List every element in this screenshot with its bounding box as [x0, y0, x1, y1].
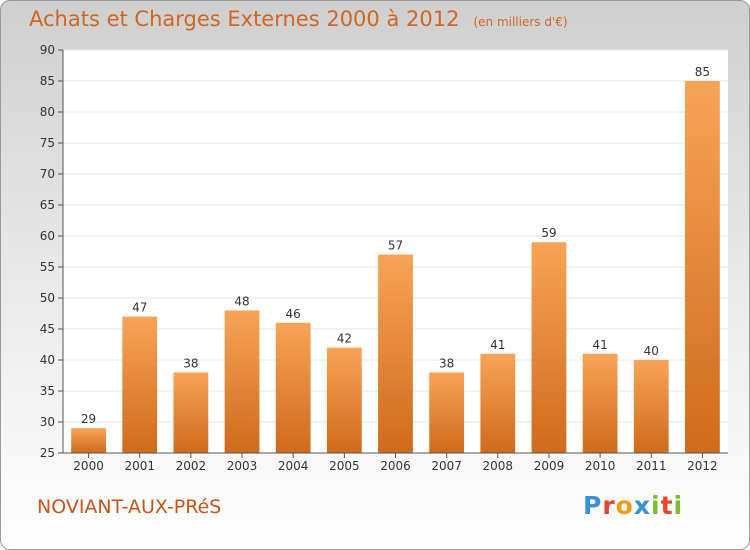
bar-value-label: 41	[592, 338, 607, 352]
bar-value-label: 48	[234, 294, 249, 308]
bar	[429, 372, 465, 453]
bar-value-label: 29	[81, 412, 96, 426]
logo-letter: i	[651, 491, 661, 520]
y-tick-label: 90	[40, 43, 55, 57]
bar	[71, 428, 106, 453]
chart-title: Achats et Charges Externes 2000 à 2012	[29, 7, 460, 31]
x-tick-label: 2000	[73, 459, 104, 473]
bar	[582, 353, 618, 453]
proxiti-logo: Proxiti	[583, 491, 683, 520]
bar	[122, 316, 158, 453]
bar-value-label: 59	[541, 226, 556, 240]
bar	[326, 347, 362, 453]
x-tick-label: 2007	[431, 459, 462, 473]
bar-value-label: 47	[132, 301, 147, 315]
x-tick-label: 2012	[687, 459, 718, 473]
x-tick-label: 2005	[329, 459, 360, 473]
y-tick-label: 30	[40, 415, 55, 429]
y-tick-label: 55	[40, 260, 55, 274]
logo-letter: i	[673, 491, 684, 520]
x-tick-label: 2006	[380, 459, 411, 473]
x-tick-label: 2008	[483, 459, 514, 473]
y-tick-label: 40	[40, 353, 55, 367]
y-tick-label: 85	[40, 74, 55, 88]
y-tick-label: 70	[40, 167, 55, 181]
chart-subtitle: (en milliers d'€)	[473, 15, 568, 29]
y-tick-label: 65	[40, 198, 55, 212]
bar	[173, 372, 209, 453]
y-tick-label: 50	[40, 291, 55, 305]
bar	[685, 81, 720, 453]
bar	[378, 254, 413, 453]
bar-value-label: 40	[644, 344, 659, 358]
y-tick-label: 25	[40, 446, 55, 460]
y-tick-label: 75	[40, 136, 55, 150]
bar-value-label: 38	[183, 356, 198, 370]
bar-value-label: 38	[439, 356, 454, 370]
x-tick-label: 2003	[227, 459, 258, 473]
bar	[480, 353, 516, 453]
logo-letter: t	[660, 491, 674, 520]
logo-letter: P	[583, 491, 603, 520]
bars: 29 47 38 48 46 42 57 38 41 59 41 40 85	[71, 65, 720, 453]
bar-value-label: 46	[286, 307, 301, 321]
y-tick-label: 60	[40, 229, 55, 243]
title-block: Achats et Charges Externes 2000 à 2012 (e…	[29, 7, 568, 31]
axes: 25 30 35 40 45 50 55 60 65 70 75 80 85 90 2000 2001 2002…	[40, 43, 728, 473]
bar-value-label: 41	[490, 338, 505, 352]
bar-value-label: 57	[388, 239, 403, 253]
x-tick-label: 2009	[534, 459, 565, 473]
y-tick-label: 45	[40, 322, 55, 336]
x-tick-label: 2002	[176, 459, 207, 473]
x-tick-label: 2001	[124, 459, 155, 473]
bar	[224, 310, 260, 453]
bar	[633, 360, 669, 453]
bar-value-label: 85	[695, 65, 710, 79]
x-tick-label: 2010	[585, 459, 616, 473]
y-tick-label: 80	[40, 105, 55, 119]
bar	[531, 242, 567, 453]
bar	[275, 322, 311, 453]
bar-value-label: 42	[337, 332, 352, 346]
logo-letter: x	[633, 491, 651, 520]
x-tick-label: 2011	[636, 459, 667, 473]
logo-letter: o	[615, 491, 634, 520]
logo-letter: r	[602, 491, 616, 520]
commune-name: NOVIANT-AUX-PRéS	[37, 496, 222, 518]
y-tick-label: 35	[40, 384, 55, 398]
x-tick-label: 2004	[278, 459, 309, 473]
